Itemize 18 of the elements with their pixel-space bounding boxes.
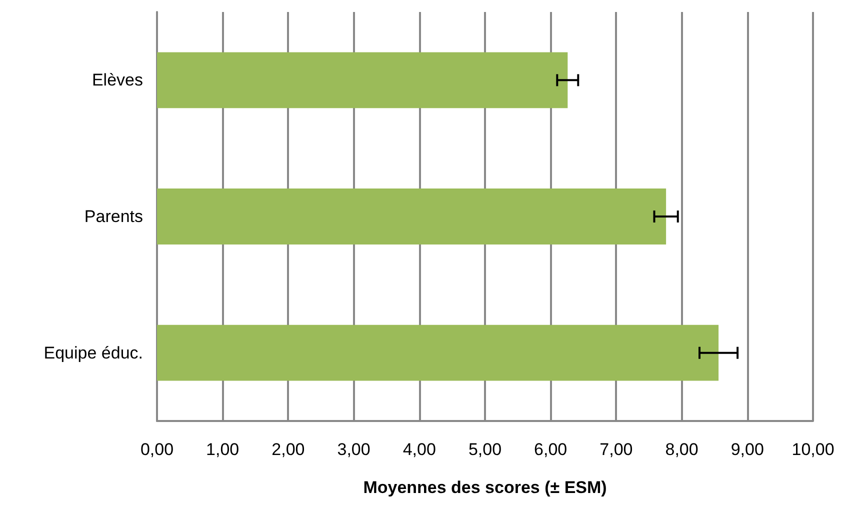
x-tick-label: 2,00: [272, 440, 305, 459]
x-tick-label: 10,00: [792, 440, 834, 459]
x-tick-label: 3,00: [337, 440, 370, 459]
y-tick-label: Elèves: [92, 70, 143, 90]
y-tick-label: Parents: [84, 207, 143, 226]
x-tick-label: 1,00: [206, 440, 240, 459]
y-tick-label: Equipe éduc.: [44, 343, 143, 362]
x-axis-title: Moyennes des scores (± ESM): [363, 478, 607, 497]
x-tick-label: 8,00: [665, 440, 698, 459]
x-tick-label: 7,00: [600, 440, 633, 459]
x-tick-label: 6,00: [534, 440, 568, 459]
bar: [157, 52, 568, 108]
x-tick-label: 5,00: [468, 440, 502, 459]
x-tick-label: 4,00: [402, 440, 436, 459]
x-tick-label: 0,00: [140, 440, 174, 459]
bar: [157, 188, 666, 244]
bar: [157, 324, 719, 381]
x-tick-label: 9,00: [730, 440, 764, 459]
